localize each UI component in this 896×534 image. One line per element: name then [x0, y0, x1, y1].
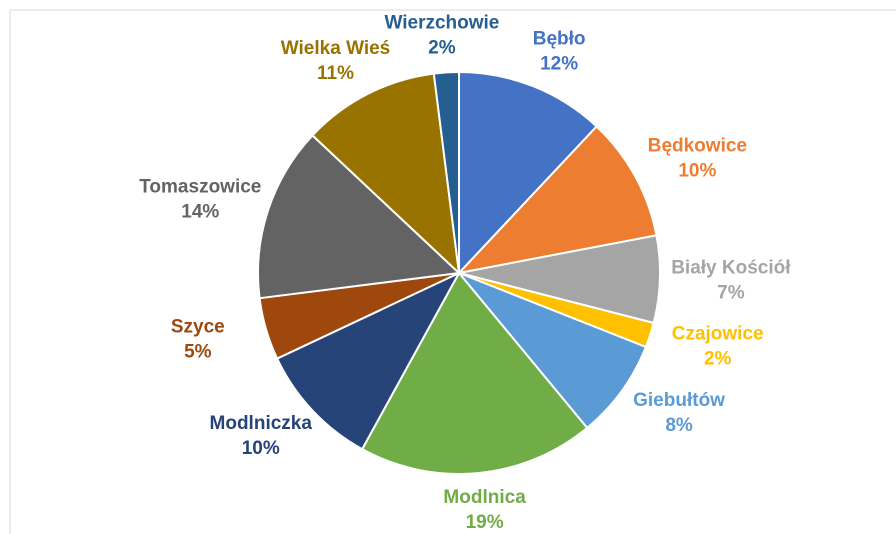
slice-label: Szyce [171, 316, 225, 337]
pie-slice [311, 72, 461, 276]
pie-slice [257, 133, 462, 300]
slice-value-label: 2% [428, 37, 456, 58]
slice-label: Biały Kościół [671, 257, 791, 278]
slice-label: Giebułtów [633, 390, 725, 411]
slice-value-label: 10% [242, 438, 280, 459]
slice-value-label: 19% [466, 512, 504, 533]
pie-slice [456, 125, 658, 275]
slice-label: Czajowice [672, 324, 764, 345]
slice-label: Modlnica [443, 487, 526, 508]
slice-value-label: 14% [181, 201, 219, 222]
slice-label: Wielka Wieś [281, 38, 390, 59]
pie-slice [275, 270, 462, 451]
slice-value-label: 7% [717, 282, 745, 303]
slice-label: Bębło [533, 29, 586, 50]
pie-slice [432, 70, 460, 274]
slice-value-label: 10% [678, 160, 716, 181]
slice-label: Tomaszowice [139, 176, 261, 197]
pie-slice [458, 272, 648, 430]
slice-value-label: 12% [540, 54, 578, 75]
slice-value-label: 2% [704, 349, 732, 370]
chart-frame [9, 9, 896, 534]
pie-slice [458, 70, 599, 276]
slice-value-label: 11% [317, 63, 354, 84]
slice-label: Będkowice [648, 135, 747, 156]
slice-value-label: 8% [665, 415, 693, 436]
slice-label: Wierzchowie [384, 12, 499, 33]
slice-value-label: 5% [184, 341, 212, 362]
pie-slice [360, 271, 589, 475]
slice-label: Modlniczka [210, 413, 313, 434]
